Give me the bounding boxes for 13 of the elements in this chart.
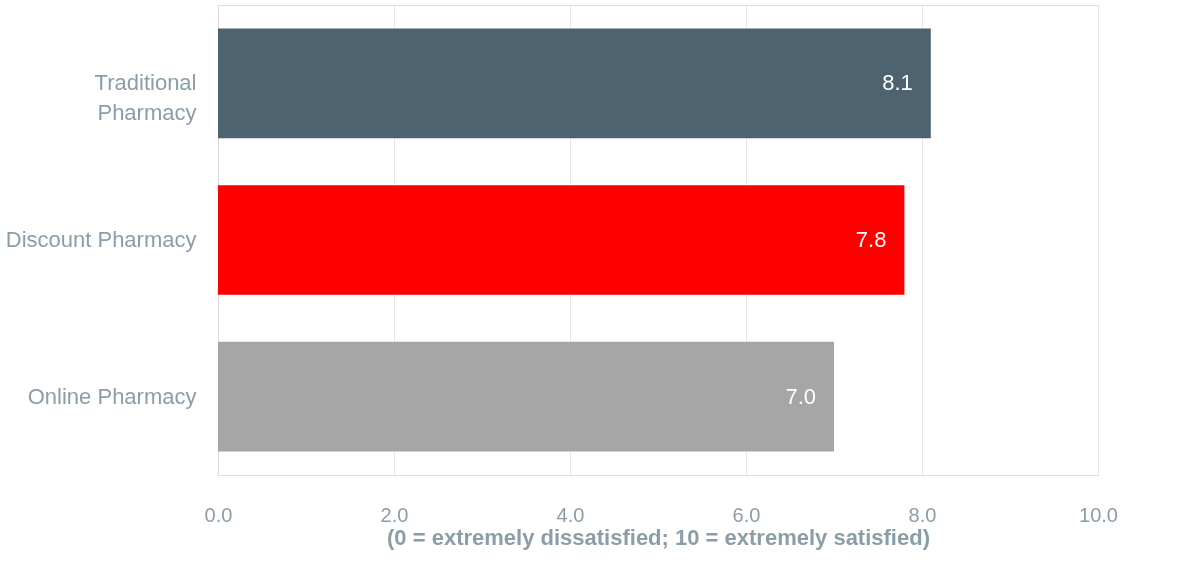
x-tick-label: 0.0	[204, 503, 233, 526]
x-tick-label: 6.0	[732, 503, 761, 526]
x-tick-label: 4.0	[556, 503, 585, 526]
y-tick-label: Discount Pharmacy	[5, 227, 197, 252]
data-label: 8.1	[882, 70, 913, 96]
y-tick-label: Traditional Pharmacy	[94, 70, 197, 126]
data-label: 7.0	[785, 383, 816, 409]
x-tick-label: 2.0	[380, 503, 409, 526]
y-tick-label: Online Pharmacy	[27, 383, 197, 409]
x-tick-label: 8.0	[908, 503, 937, 526]
data-label: 7.8	[855, 227, 887, 252]
x-tick-label: 10.0	[1079, 503, 1118, 526]
x-axis-title: (0 = extremely dissatisfied; 10 = extremely satisfied)	[387, 524, 930, 550]
